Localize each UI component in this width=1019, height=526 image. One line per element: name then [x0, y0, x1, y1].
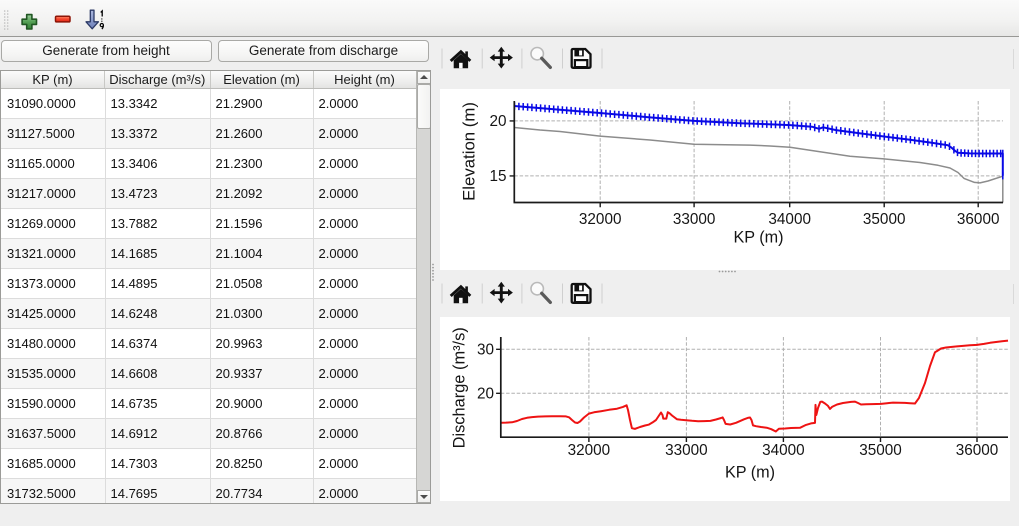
svg-text:33000: 33000	[673, 210, 716, 227]
svg-text:35000: 35000	[863, 210, 906, 227]
svg-text:36000: 36000	[957, 210, 1000, 227]
svg-text:KP (m): KP (m)	[725, 464, 775, 482]
svg-text:Discharge (m³/s): Discharge (m³/s)	[451, 327, 469, 448]
svg-text:20: 20	[477, 386, 494, 403]
svg-text:20: 20	[489, 113, 506, 130]
svg-text:34000: 34000	[762, 442, 805, 459]
svg-text:32000: 32000	[568, 442, 611, 459]
svg-text:15: 15	[489, 168, 506, 185]
svg-text:Elevation (m): Elevation (m)	[460, 102, 479, 201]
svg-text:36000: 36000	[956, 442, 999, 459]
svg-text:30: 30	[477, 342, 494, 359]
svg-text:35000: 35000	[859, 442, 902, 459]
svg-text:33000: 33000	[665, 442, 708, 459]
svg-text:34000: 34000	[768, 210, 811, 227]
svg-text:32000: 32000	[579, 210, 622, 227]
svg-text:KP (m): KP (m)	[733, 228, 783, 246]
